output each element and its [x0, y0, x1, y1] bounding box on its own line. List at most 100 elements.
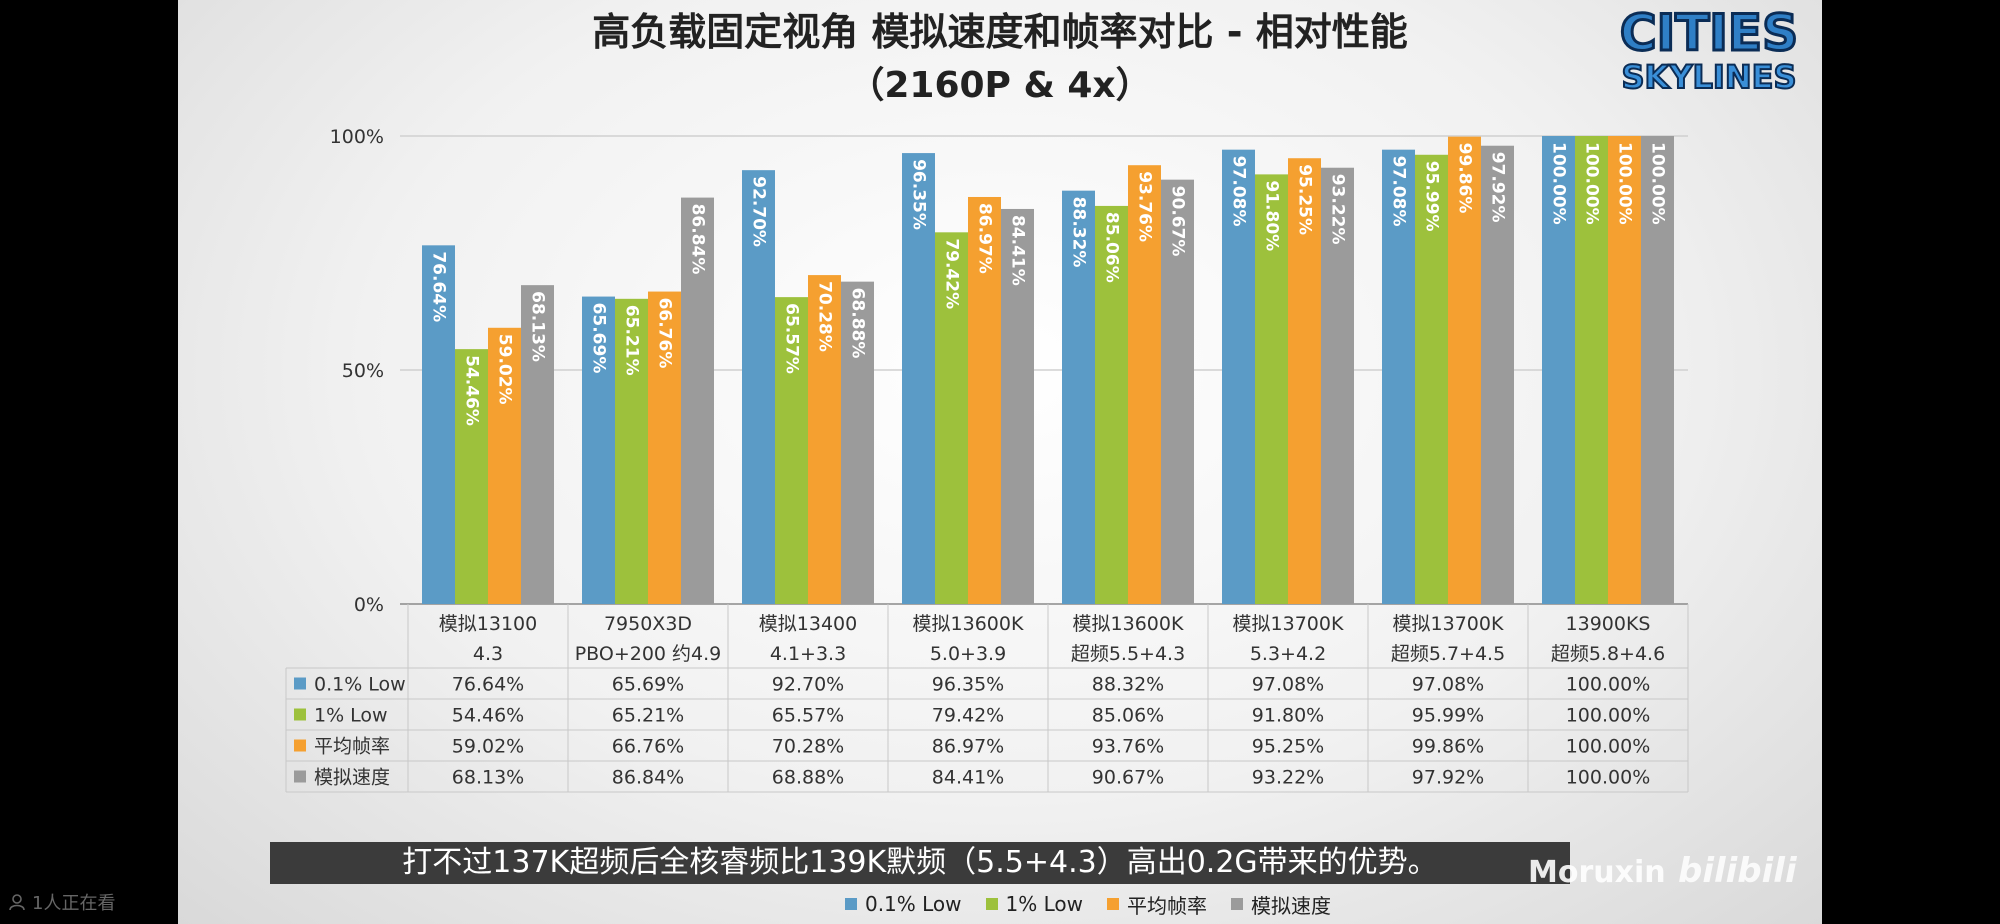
bilibili-watermark: Moruxin bilibili — [1528, 851, 1798, 891]
table-cell: 68.13% — [452, 767, 524, 789]
legend-swatch — [1231, 898, 1244, 910]
category-label: 5.3+4.2 — [1250, 643, 1326, 665]
video-caption: 打不过137K超频后全核睿频比139K默频（5.5+4.3）高出0.2G带来的优… — [270, 842, 1570, 884]
table-cell: 86.84% — [612, 767, 684, 789]
row-header: 平均帧率 — [314, 736, 390, 758]
chart-slide: 高负载固定视角 模拟速度和帧率对比 - 相对性能 （2160P & 4x） CI… — [178, 0, 1822, 924]
table-cell: 93.76% — [1092, 736, 1164, 758]
table-cell: 65.69% — [612, 674, 684, 696]
data-label: 91.80% — [1262, 180, 1282, 251]
data-label: 97.08% — [1229, 156, 1249, 227]
table-cell: 76.64% — [452, 674, 524, 696]
table-cell: 86.97% — [932, 736, 1004, 758]
legend-swatch — [844, 898, 857, 910]
bar — [1608, 136, 1641, 604]
cities-skylines-logo: CITIES SKYLINES — [1618, 4, 1799, 92]
legend-swatch — [1107, 898, 1120, 910]
category-label: 4.3 — [473, 643, 503, 665]
data-label: 70.28% — [815, 281, 835, 352]
category-label: 模拟13100 — [439, 613, 537, 635]
legend-key — [294, 739, 306, 752]
bar — [968, 196, 1001, 604]
bar — [1161, 179, 1194, 604]
legend-key — [294, 708, 306, 721]
bar — [1222, 149, 1255, 605]
data-label: 93.22% — [1328, 174, 1348, 245]
bar-chart: 0% 50% 100% 76.64% 54.46% 59.02% 68.13% 65.69%… — [285, 126, 1689, 793]
legend-item: 模拟速度 — [1231, 890, 1331, 919]
watermark-author: Moruxin — [1528, 855, 1666, 890]
bar — [1255, 174, 1288, 604]
bar — [1321, 167, 1354, 604]
data-label: 95.99% — [1422, 161, 1442, 232]
y-tick-label: 100% — [330, 126, 384, 148]
data-label: 54.46% — [462, 355, 482, 426]
legend-item: 平均帧率 — [1107, 890, 1207, 919]
data-label: 85.06% — [1102, 212, 1122, 283]
table-cell: 65.21% — [612, 705, 684, 727]
table-cell: 97.08% — [1252, 674, 1324, 696]
logo-line1: CITIES — [1620, 4, 1798, 62]
watermark-site: bilibili — [1678, 851, 1798, 891]
table-cell: 100.00% — [1566, 767, 1651, 789]
viewer-count-text: 1人正在看 — [32, 893, 116, 914]
category-label: 超频5.5+4.3 — [1071, 643, 1185, 665]
category-label: 7950X3D — [604, 613, 692, 635]
data-table: 模拟13100 4.3 7950X3D PBO+200 约4.9 模拟13400 4.1+… — [285, 604, 1689, 793]
category-label: 模拟13600K — [913, 613, 1024, 635]
bar — [455, 349, 488, 604]
bar — [648, 291, 681, 604]
category-label: 13900KS — [1566, 613, 1651, 635]
bar — [902, 153, 935, 604]
logo-line2: SKYLINES — [1622, 58, 1797, 92]
category-label: 超频5.8+4.6 — [1551, 643, 1665, 665]
data-label: 100.00% — [1615, 142, 1635, 225]
legend-label: 模拟速度 — [1251, 893, 1332, 918]
table-cell: 95.25% — [1252, 736, 1324, 758]
table-cell: 99.86% — [1412, 736, 1484, 758]
data-label: 86.84% — [688, 204, 708, 275]
table-cell: 79.42% — [932, 705, 1004, 727]
table-cell: 90.67% — [1092, 767, 1164, 789]
data-label: 68.13% — [528, 291, 548, 362]
bar — [1382, 149, 1415, 605]
bar — [1095, 205, 1128, 605]
chart-title: 高负载固定视角 模拟速度和帧率对比 - 相对性能 — [592, 10, 1408, 54]
data-label: 86.97% — [975, 203, 995, 274]
chart-legend: 0.1% Low 1% Low 平均帧率 模拟速度 — [738, 888, 1438, 920]
table-cell: 84.41% — [932, 767, 1004, 789]
data-label: 92.70% — [749, 176, 769, 247]
data-label: 79.42% — [942, 238, 962, 309]
table-cell: 95.99% — [1412, 705, 1484, 727]
data-label: 100.00% — [1582, 142, 1602, 225]
data-label: 97.08% — [1389, 156, 1409, 227]
bar — [1415, 154, 1448, 605]
y-tick-label: 50% — [342, 360, 384, 382]
table-cell: 59.02% — [452, 736, 524, 758]
bar — [1575, 136, 1608, 604]
bar — [742, 170, 775, 604]
bar — [808, 275, 841, 604]
data-label: 96.35% — [909, 159, 929, 230]
table-cell: 65.57% — [772, 705, 844, 727]
table-cell: 100.00% — [1566, 736, 1651, 758]
data-label: 76.64% — [429, 251, 449, 322]
legend-key — [294, 770, 306, 783]
bar — [1288, 158, 1321, 605]
table-cell: 100.00% — [1566, 674, 1651, 696]
legend-label: 0.1% Low — [864, 892, 962, 916]
legend-label: 1% Low — [1005, 892, 1084, 916]
bar — [935, 232, 968, 605]
legend-item: 0.1% Low — [844, 892, 962, 916]
bar — [841, 281, 874, 604]
category-label: 超频5.7+4.5 — [1391, 643, 1505, 665]
category-label: 模拟13600K — [1073, 613, 1184, 635]
table-cell: 100.00% — [1566, 705, 1651, 727]
bar — [775, 297, 808, 604]
viewer-count: 1人正在看 — [8, 888, 208, 916]
table-cell: 96.35% — [932, 674, 1004, 696]
row-header: 模拟速度 — [314, 767, 390, 789]
table-cell: 97.92% — [1412, 767, 1484, 789]
chart-bars: 76.64% 54.46% 59.02% 68.13% 65.69% 65.21% 66.7… — [422, 136, 1674, 605]
data-label: 65.21% — [622, 305, 642, 376]
